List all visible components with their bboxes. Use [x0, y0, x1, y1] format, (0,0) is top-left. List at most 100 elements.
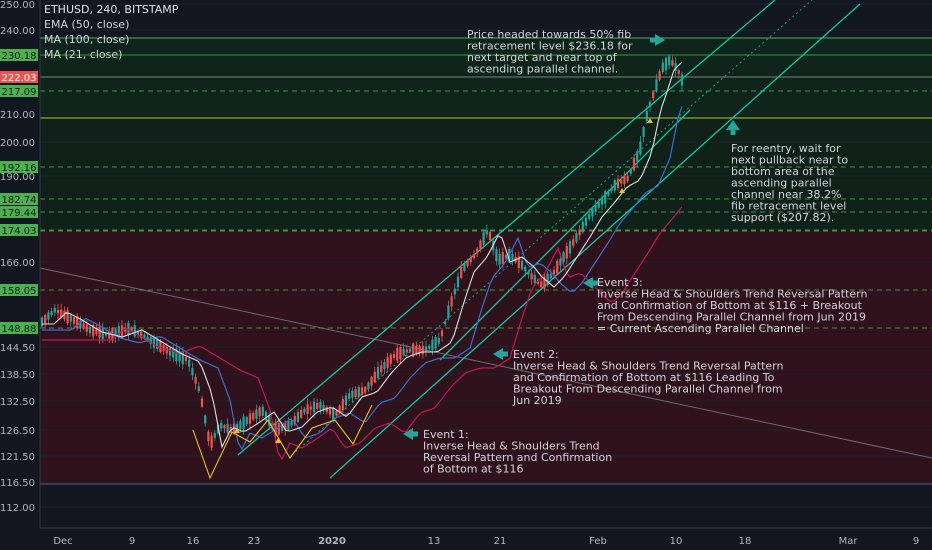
level-badge [0, 49, 38, 61]
candle-body [658, 71, 661, 80]
candle-body [575, 233, 578, 242]
candle-body [568, 241, 572, 254]
candle-body [248, 413, 252, 424]
annotation-line: retracement level $236.18 for [467, 40, 633, 53]
pattern-marker [647, 118, 653, 123]
annotation-line: channel near 38.2% [731, 188, 841, 201]
channel-upper [237, 0, 776, 456]
candle-body [549, 274, 552, 279]
descending-trendline [39, 267, 932, 459]
annotation-text: Event 3: Inverse Head & Shoulders Trend R… [597, 276, 868, 335]
candle-body [293, 416, 296, 425]
candle-body [53, 307, 56, 313]
candle-body [162, 345, 165, 352]
candle-body [325, 406, 328, 413]
annotation-line: bottom area of the [731, 165, 835, 178]
candle-body [220, 422, 223, 429]
candle-body [594, 205, 597, 213]
y-tick-label: 126.50 [0, 426, 35, 437]
patterns [192, 118, 653, 480]
candle-body [216, 424, 220, 434]
candle-body [50, 311, 53, 316]
indicator-ma100[interactable]: MA (100, close) [44, 33, 130, 46]
candle-body [680, 74, 684, 86]
annotation-line: Event 2: [513, 348, 559, 361]
candle-body [360, 387, 364, 395]
candle-body [152, 337, 156, 348]
candle-body [376, 367, 380, 379]
level-label: 192.16 [2, 163, 37, 174]
annotation-line: From Descending Parallel Channel from Ju… [597, 311, 866, 324]
candle-body [616, 178, 620, 188]
candle-body [133, 325, 136, 337]
level-label: 182.74 [2, 195, 37, 206]
symbol-title[interactable]: ETHUSD, 240, BITSTAMP [44, 3, 179, 16]
candle-body [338, 405, 341, 413]
candle-body [437, 337, 440, 344]
candle-body [146, 336, 149, 341]
candle-body [66, 310, 69, 324]
candle-body [290, 421, 293, 426]
indicator-ema50[interactable]: EMA (50, close) [44, 18, 130, 31]
annotation-line: Event 1: [423, 428, 469, 441]
annotation-line: next target and near top of [467, 51, 618, 64]
candle-body [597, 202, 600, 208]
level-badge [0, 224, 38, 236]
candle-body [82, 323, 85, 329]
candle-body [124, 327, 127, 332]
candle-body [284, 423, 287, 430]
annotations: Price headed towards 50% fib retracement … [403, 28, 868, 476]
annotation-line: Inverse Head & Shoulders Trend Reversal … [597, 288, 868, 301]
candle-body [632, 157, 636, 171]
candle-body [610, 187, 613, 191]
candle-body [79, 320, 82, 328]
arrow-event3-tail [592, 280, 598, 286]
candle-body [440, 330, 444, 337]
level-label: 158.05 [2, 286, 37, 297]
annotation-line: and Confirmation of Bottom at $116 + Bre… [597, 299, 863, 312]
candle-body [213, 433, 216, 438]
candle-body [210, 435, 213, 448]
candle-body [344, 395, 348, 406]
x-tick-label: 10 [670, 536, 683, 547]
candle-body [332, 407, 335, 421]
arrow-event1 [403, 428, 413, 440]
candle-body [479, 240, 482, 249]
x-tick-label: 9 [913, 536, 919, 547]
candle-body [584, 217, 588, 226]
candle-body [351, 390, 354, 398]
candle-body [316, 402, 319, 409]
candle-body [565, 246, 568, 259]
candle-body [655, 79, 658, 92]
candle-body [648, 101, 652, 107]
candle-body [386, 356, 389, 368]
x-tick-label: Dec [53, 536, 72, 547]
candle-body [469, 257, 472, 263]
candle-body [572, 239, 575, 246]
x-axis: Dec 9 16 23 2020 13 21 Feb 10 18 Mar 9 [40, 527, 932, 547]
pattern-marker [275, 438, 281, 443]
y-tick-label: 121.50 [0, 452, 35, 463]
y-tick-label: 200.00 [0, 138, 35, 149]
candle-body [207, 431, 210, 442]
indicator-ma21[interactable]: MA (21, close) [44, 48, 123, 61]
y-tick-label: 112.00 [0, 503, 35, 514]
level-badge [0, 284, 38, 296]
annotation-line: = Current Ascending Parallel Channel [597, 322, 804, 335]
candle-body [127, 322, 130, 335]
level-label: 222.03 [2, 73, 37, 84]
candle-body [140, 331, 143, 338]
candle-body [303, 408, 306, 413]
y-axis: 250.00 240.00 210.00 200.00 190.00 166.00 144.… [0, 0, 41, 528]
candle-body [623, 175, 626, 185]
channel-mid [291, 0, 813, 456]
y-tick-label: 116.50 [0, 478, 35, 489]
candle-body [517, 256, 520, 269]
candle-body [114, 329, 117, 337]
level-label: 217.09 [2, 87, 37, 98]
candle-body [85, 324, 88, 332]
candle-body [175, 348, 178, 362]
candle-body [421, 345, 424, 355]
candle-body [194, 376, 197, 384]
